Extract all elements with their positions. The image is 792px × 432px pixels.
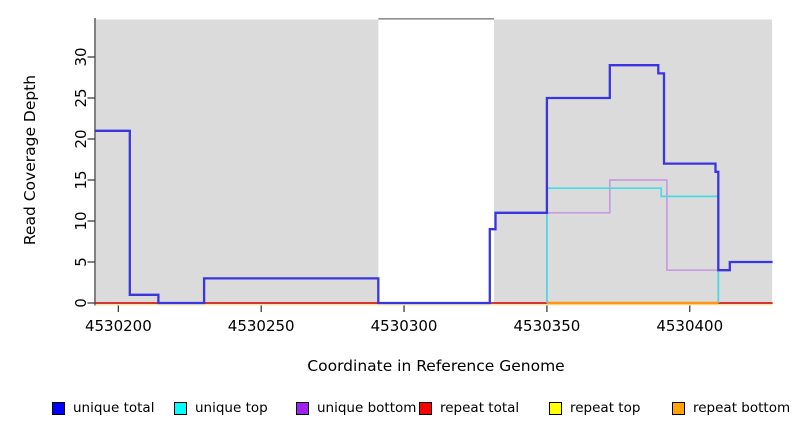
y-tick-label-15: 15 (72, 170, 90, 190)
y-tick-label-0: 0 (72, 298, 90, 308)
x-tick-label-4530250: 4530250 (227, 317, 295, 335)
x-tick-label-4530400: 4530400 (656, 317, 724, 335)
legend-label-unique-top: unique top (195, 400, 268, 416)
series-unique-total-line (95, 64, 773, 305)
legend-item-repeat-bottom: repeat bottom (672, 399, 790, 417)
legend-item-unique-top: unique top (174, 399, 268, 417)
y-axis-title: Read Coverage Depth (21, 74, 39, 246)
legend-swatch-unique-top (174, 401, 187, 415)
x-tick-label-4530350: 4530350 (513, 317, 581, 335)
legend-item-repeat-top: repeat top (549, 399, 640, 417)
legend-swatch-repeat-top (549, 401, 562, 415)
y-tick-label-25: 25 (72, 88, 90, 108)
legend-label-unique-total: unique total (73, 400, 155, 416)
legend-label-repeat-total: repeat total (440, 400, 520, 416)
legend-label-repeat-top: repeat top (570, 400, 641, 416)
plot-background-right (494, 19, 773, 304)
legend-item-unique-bottom: unique bottom (296, 399, 416, 417)
series-unique-bottom-line (546, 179, 720, 303)
legend-swatch-unique-total (52, 401, 65, 415)
y-tick-label-20: 20 (72, 129, 90, 149)
y-tick-label-30: 30 (72, 47, 90, 67)
legend-label-repeat-bottom: repeat bottom (693, 400, 791, 416)
legend-item-unique-total: unique total (52, 399, 154, 417)
x-tick-label-4530200: 4530200 (84, 317, 152, 335)
legend-label-unique-bottom: unique bottom (317, 400, 417, 416)
y-tick-label-10: 10 (72, 211, 90, 231)
x-axis-title: Coordinate in Reference Genome (307, 357, 565, 375)
legend-item-repeat-total: repeat total (419, 399, 519, 417)
plot-background-left (96, 19, 379, 304)
legend-swatch-repeat-bottom (672, 401, 685, 415)
legend: unique total unique top unique bottom repea… (0, 399, 792, 423)
y-tick-label-5: 5 (72, 257, 90, 267)
x-tick-label-4530300: 4530300 (370, 317, 438, 335)
legend-swatch-unique-bottom (296, 401, 309, 415)
legend-swatch-repeat-total (419, 401, 432, 415)
